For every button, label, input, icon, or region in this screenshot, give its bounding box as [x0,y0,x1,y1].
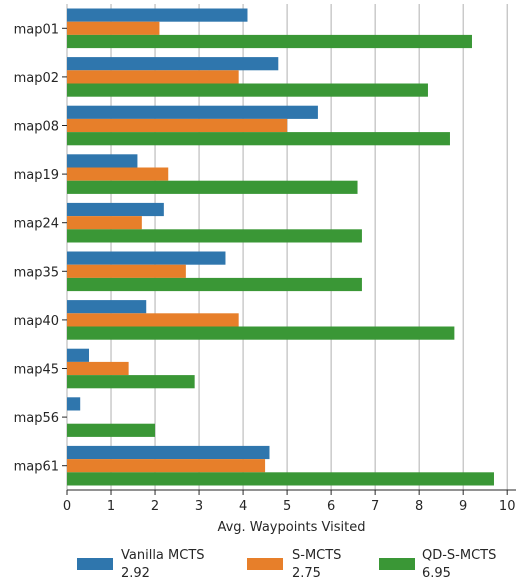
y-tick-label: map08 [14,120,59,135]
bar [67,397,81,411]
bar [67,21,160,35]
bar [67,154,138,168]
legend-label: Vanilla MCTS [121,548,205,563]
bar [67,70,239,84]
bar [67,202,164,217]
bar [67,445,270,460]
x-tick-label: 1 [107,499,115,514]
y-tick-label: map45 [14,363,59,378]
legend-swatch [247,558,283,570]
y-tick-labels: map01 map02 map08 map19 map24 map35 map40 map45… [14,22,67,475]
legend: Vanilla MCTS 2.92 S-MCTS 2.75 QD-S-MCTS 6.95 [77,548,496,581]
bar [67,277,362,292]
bar [67,264,186,278]
bar [67,423,156,437]
legend-label: QD-S-MCTS [422,548,496,563]
y-tick-label: map35 [14,265,59,280]
bar [67,216,142,230]
bars [67,8,494,486]
x-tick-label: 3 [195,499,203,514]
y-tick-label: map56 [14,411,59,426]
bar [67,251,226,265]
x-tick-label: 8 [415,499,423,514]
bar [67,229,362,243]
bar [67,375,195,389]
legend-label: S-MCTS [292,548,341,563]
y-tick-label: map01 [14,22,59,37]
bar [67,313,239,327]
y-tick-label: map24 [14,217,59,232]
legend-swatch [77,558,113,570]
x-tick-labels: 0 1 2 3 4 5 6 7 8 9 10 [63,490,516,514]
x-tick-label: 5 [283,499,291,514]
bar [67,180,358,194]
x-tick-label: 0 [63,499,71,514]
y-tick-label: map19 [14,168,59,183]
bar [67,326,455,340]
x-tick-label: 4 [239,499,247,514]
x-axis-title: Avg. Waypoints Visited [217,520,365,535]
bar [67,34,472,49]
legend-value: 6.95 [422,566,451,581]
x-tick-label: 6 [327,499,335,514]
bar [67,300,147,314]
legend-value: 2.92 [121,566,150,581]
bar [67,118,288,133]
bar [67,167,169,181]
bar [67,361,129,376]
bar [67,348,90,362]
bar [67,57,279,71]
x-tick-label: 2 [151,499,159,514]
bar [67,105,318,119]
y-tick-label: map61 [14,460,59,475]
y-tick-label: map40 [14,314,59,329]
x-tick-label: 7 [371,499,379,514]
bar [67,83,428,97]
x-tick-label: 10 [499,499,516,514]
bar [67,132,450,146]
y-tick-label: map02 [14,71,59,86]
legend-swatch [379,558,415,570]
x-tick-label: 9 [459,499,467,514]
bar [67,8,248,22]
bar [67,459,266,473]
bar [67,472,494,486]
legend-value: 2.75 [292,566,321,581]
